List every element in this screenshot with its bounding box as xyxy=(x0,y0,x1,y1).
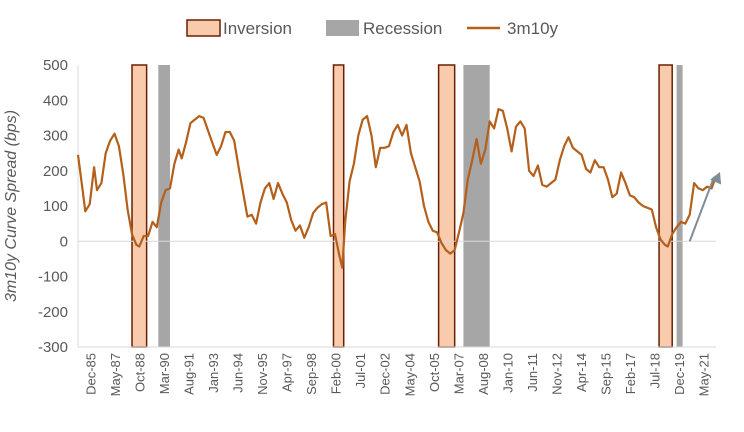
y-tick-label-1: 400 xyxy=(43,92,68,109)
x-tick-label-11: Jul-01 xyxy=(353,353,368,388)
y-tick-label-0: 500 xyxy=(43,57,68,74)
y-tick-label-7: -200 xyxy=(38,304,68,321)
x-tick-label-17: Jan-10 xyxy=(500,353,515,393)
annotations xyxy=(688,172,722,242)
legend-3m10y-label: 3m10y xyxy=(507,19,559,38)
y-tick-label-3: 200 xyxy=(43,163,68,180)
legend-inversion-swatch xyxy=(186,19,221,37)
x-tick-label-20: Apr-14 xyxy=(574,353,589,392)
shaded-periods xyxy=(131,64,683,348)
recession-band-1 xyxy=(463,65,490,347)
x-tick-label-4: Aug-91 xyxy=(181,353,196,395)
y-tick-label-6: -100 xyxy=(38,269,68,286)
x-tick-label-9: Sep-98 xyxy=(304,353,319,395)
trend-arrow-shaft xyxy=(688,176,715,242)
x-tick-label-14: Oct-05 xyxy=(427,353,442,392)
x-tick-label-21: Sep-15 xyxy=(599,353,614,395)
axes: 500 400 300 200 100 0 -100 -200 -300 Dec-85 May-87… xyxy=(38,57,716,396)
x-tick-label-12: Dec-02 xyxy=(378,353,393,395)
legend: Inversion Recession 3m10y xyxy=(186,19,559,38)
x-tick-label-7: Nov-95 xyxy=(255,353,270,395)
x-tick-label-24: Dec-19 xyxy=(672,353,687,395)
y-tick-label-5: 0 xyxy=(60,233,68,250)
x-tick-label-10: Feb-00 xyxy=(329,353,344,394)
x-tick-label-16: Aug-08 xyxy=(476,353,491,395)
inversion-band-1 xyxy=(332,64,345,348)
legend-recession-label: Recession xyxy=(363,19,442,38)
x-tick-label-22: Feb-17 xyxy=(623,353,638,394)
y-tick-label-8: -300 xyxy=(38,339,68,356)
legend-recession-swatch xyxy=(326,20,359,36)
inversion-band-3 xyxy=(658,64,673,348)
x-tick-label-18: Jun-11 xyxy=(525,353,540,392)
x-tick-label-23: Jul-18 xyxy=(648,353,663,388)
inversion-band-2 xyxy=(437,64,456,348)
series-line-3m10y xyxy=(76,108,718,269)
inversion-band-0 xyxy=(131,64,148,348)
x-tick-label-15: Mar-07 xyxy=(451,353,466,394)
trend-arrow-head xyxy=(710,172,722,185)
recession-band-0 xyxy=(158,65,170,347)
x-tick-label-5: Jan-93 xyxy=(206,353,221,393)
x-tick-label-8: Apr-97 xyxy=(280,353,295,392)
x-tick-label-3: Mar-90 xyxy=(157,353,172,394)
legend-inversion-label: Inversion xyxy=(223,19,292,38)
x-tick-label-19: Nov-12 xyxy=(550,353,565,395)
series-layer xyxy=(76,108,718,269)
x-tick-label-2: Oct-88 xyxy=(132,353,147,392)
y-tick-label-4: 100 xyxy=(43,198,68,215)
x-tick-label-1: May-87 xyxy=(108,353,123,396)
x-tick-label-13: May-04 xyxy=(402,353,417,396)
y-tick-label-2: 300 xyxy=(43,128,68,145)
y-axis-title: 3m10y Curve Spread (bps) xyxy=(3,110,20,302)
x-tick-label-25: May-21 xyxy=(697,353,712,396)
recession-band-2 xyxy=(676,65,683,347)
x-tick-label-0: Dec-85 xyxy=(83,353,98,395)
x-tick-label-6: Jun-94 xyxy=(231,353,246,393)
